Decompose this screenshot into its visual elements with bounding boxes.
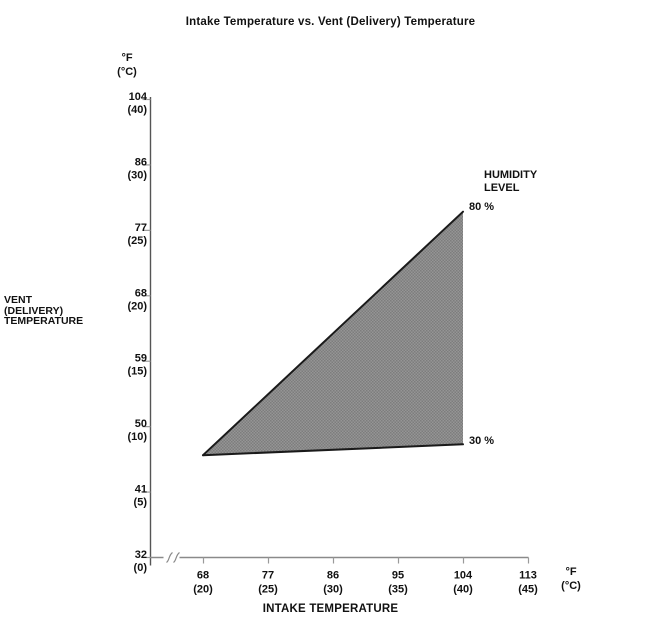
y-tick-label-f: 86 xyxy=(135,156,147,168)
x-axis-break-gap xyxy=(163,550,180,564)
humidity-30-line xyxy=(202,443,464,457)
x-tick-label-c: (35) xyxy=(388,584,408,596)
y-tick-label-f: 41 xyxy=(135,484,147,496)
humidity-80-line xyxy=(202,210,464,457)
x-tick-label-c: (40) xyxy=(453,584,473,596)
axis-break-icon xyxy=(173,552,180,563)
x-axis-unit-c: (°C) xyxy=(561,580,581,592)
x-axis-unit-label: °F (°C) xyxy=(549,565,593,593)
x-tick-label-c: (30) xyxy=(323,584,343,596)
y-tick-label-c: (40) xyxy=(127,104,147,116)
y-tick-label-c: (15) xyxy=(127,366,147,378)
y-tick-label-c: (5) xyxy=(134,497,148,509)
y-axis-unit-label: °F (°C) xyxy=(103,51,151,79)
y-axis-unit-f: °F xyxy=(121,52,133,64)
y-tick-label-f: 68 xyxy=(135,287,147,299)
x-tick-label-c: (20) xyxy=(193,584,213,596)
y-axis-title: VENT (DELIVERY) TEMPERATURE xyxy=(4,295,83,327)
x-tick-label-c: (25) xyxy=(258,584,278,596)
y-tick-label-f: 50 xyxy=(135,418,147,430)
y-tick-label-f: 104 xyxy=(129,91,148,103)
y-axis-title-line-2: (DELIVERY) xyxy=(4,304,64,317)
legend-title: HUMIDITY LEVEL xyxy=(484,169,537,195)
y-tick-label-f: 77 xyxy=(135,222,147,234)
legend-title-line-2: LEVEL xyxy=(484,182,520,194)
x-tick-label-f: 86 xyxy=(327,570,339,582)
legend-title-line-1: HUMIDITY xyxy=(484,169,538,181)
x-axis-unit-f: °F xyxy=(565,566,577,578)
x-tick-label-f: 68 xyxy=(197,570,209,582)
series-label-30-percent: 30 % xyxy=(469,435,495,447)
x-tick-label-f: 104 xyxy=(454,570,473,582)
y-tick-label-c: (20) xyxy=(127,300,147,312)
x-tick-label-c: (45) xyxy=(518,584,538,596)
y-axis-unit-c: (°C) xyxy=(117,66,137,78)
chart-title: Intake Temperature vs. Vent (Delivery) T… xyxy=(185,16,476,28)
series-label-80-percent: 80 % xyxy=(469,201,495,213)
y-tick-label-c: (0) xyxy=(134,562,148,574)
y-axis-title-line-3: TEMPERATURE xyxy=(4,315,84,327)
x-tick-label-f: 77 xyxy=(262,570,274,582)
x-tick-label-f: 95 xyxy=(392,570,404,582)
y-axis-title-line-1: VENT xyxy=(4,294,33,306)
x-axis-title: INTAKE TEMPERATURE xyxy=(262,603,399,615)
y-tick-label-f: 32 xyxy=(135,549,147,561)
y-tick-label-c: (30) xyxy=(127,169,147,181)
y-tick-label-c: (25) xyxy=(127,235,147,247)
x-tick-label-f: 113 xyxy=(519,570,537,582)
y-tick-label-f: 59 xyxy=(135,353,147,365)
axis-break-icon xyxy=(166,552,173,563)
y-tick-label-c: (10) xyxy=(127,431,147,443)
